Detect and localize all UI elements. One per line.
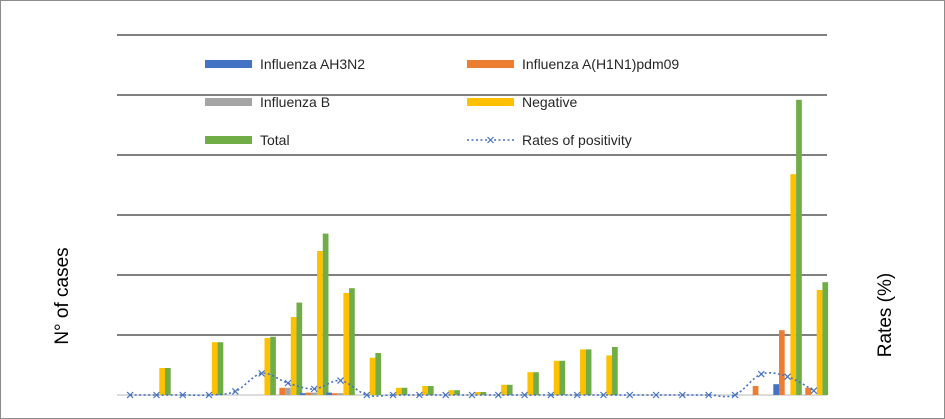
positivity-marker bbox=[153, 391, 160, 399]
bar-total bbox=[401, 387, 408, 395]
bar-total bbox=[349, 288, 355, 395]
bar-total bbox=[796, 99, 802, 396]
bar-influenza-b bbox=[337, 393, 344, 395]
legend-swatch-total bbox=[205, 136, 252, 144]
legend-swatch-influenza-a-h1n1-pdm09 bbox=[467, 60, 514, 68]
bar-total bbox=[506, 384, 513, 395]
positivity-marker bbox=[179, 391, 187, 399]
legend-swatch-influenza-ah3n2 bbox=[205, 60, 252, 68]
grid-lines bbox=[117, 34, 827, 396]
positivity-marker bbox=[678, 391, 686, 399]
bar-negative bbox=[422, 386, 428, 395]
bar-negative bbox=[501, 384, 507, 395]
bar-total bbox=[427, 386, 434, 395]
positivity-marker bbox=[547, 391, 555, 399]
bar-total bbox=[585, 349, 592, 395]
legend-label-influenza-b: Influenza B bbox=[260, 94, 330, 110]
bar-negative bbox=[317, 251, 323, 395]
positivity-marker bbox=[468, 391, 476, 399]
positivity-marker bbox=[205, 391, 213, 399]
bar-negative bbox=[580, 349, 586, 395]
positivity-marker bbox=[389, 391, 397, 399]
bar-total bbox=[270, 336, 276, 395]
bar-influenza-ah3n2 bbox=[326, 392, 332, 395]
y2-axis-title: Rates (%) bbox=[875, 273, 896, 357]
bar-negative bbox=[211, 342, 218, 395]
positivity-marker bbox=[626, 391, 634, 399]
bar-negative bbox=[816, 290, 823, 395]
legend-label-influenza-ah3n2: Influenza AH3N2 bbox=[260, 56, 365, 72]
legend-label-rates-of-positivity: Rates of positivity bbox=[522, 132, 632, 148]
bar-total bbox=[164, 368, 171, 395]
bar-influenza-ah3n2 bbox=[299, 393, 306, 395]
legend-label-negative: Negative bbox=[522, 94, 577, 110]
bar-negative bbox=[395, 387, 402, 395]
positivity-marker bbox=[363, 391, 371, 399]
bar-negative bbox=[290, 317, 297, 395]
positivity-marker bbox=[573, 391, 581, 399]
bar-total bbox=[454, 390, 460, 395]
positivity-marker bbox=[731, 391, 739, 399]
positivity-marker bbox=[810, 387, 818, 395]
legend-swatch-negative bbox=[467, 98, 514, 106]
bar-influenza-a-h1n1-pdm09 bbox=[805, 387, 811, 395]
bar-influenza-ah3n2 bbox=[773, 384, 780, 395]
bar-negative bbox=[474, 392, 481, 395]
positivity-marker bbox=[284, 379, 292, 387]
legend: Influenza AH3N2 Influenza A(H1N1)pdm09 Inf… bbox=[205, 56, 679, 148]
legend-marker-rates-of-positivity bbox=[487, 136, 494, 144]
bar-total bbox=[559, 360, 566, 395]
positivity-marker bbox=[310, 385, 318, 393]
bar-total bbox=[533, 372, 539, 395]
positivity-marker bbox=[126, 391, 134, 399]
positivity-marker bbox=[415, 391, 423, 399]
bar-negative bbox=[159, 368, 165, 395]
bar-negative bbox=[606, 355, 613, 395]
bar-negative bbox=[553, 360, 560, 395]
bar-total bbox=[322, 233, 329, 395]
bar-influenza-b bbox=[285, 387, 291, 395]
positivity-marker bbox=[258, 369, 266, 377]
bar-influenza-a-h1n1-pdm09 bbox=[279, 387, 286, 395]
positivity-line bbox=[126, 369, 818, 399]
legend-label-total: Total bbox=[260, 132, 290, 148]
positivity-marker bbox=[442, 391, 450, 399]
bar-series bbox=[159, 99, 829, 396]
bar-negative bbox=[448, 390, 455, 395]
bar-influenza-a-h1n1-pdm09 bbox=[331, 393, 338, 395]
bar-influenza-b bbox=[311, 392, 318, 395]
legend-swatch-influenza-b bbox=[205, 98, 252, 106]
bar-negative bbox=[343, 293, 350, 395]
bar-negative bbox=[790, 174, 797, 395]
y-axis-title: N° of cases bbox=[52, 247, 73, 344]
positivity-marker bbox=[757, 370, 765, 378]
bar-influenza-a-h1n1-pdm09 bbox=[779, 330, 785, 395]
positivity-marker bbox=[337, 377, 344, 385]
positivity-marker bbox=[784, 373, 791, 381]
bar-total bbox=[296, 302, 303, 395]
positivity-marker bbox=[652, 391, 660, 399]
bar-total bbox=[217, 342, 224, 395]
positivity-marker bbox=[600, 391, 607, 399]
bar-total bbox=[480, 392, 487, 395]
bar-total bbox=[612, 347, 618, 395]
bar-influenza-a-h1n1-pdm09 bbox=[305, 392, 312, 395]
bar-negative bbox=[527, 372, 534, 395]
bar-total bbox=[375, 353, 382, 395]
positivity-marker bbox=[521, 391, 529, 399]
bar-total bbox=[822, 282, 829, 395]
bar-negative bbox=[264, 338, 271, 395]
positivity-marker bbox=[494, 391, 502, 399]
bar-influenza-a-h1n1-pdm09 bbox=[752, 386, 759, 395]
positivity-marker bbox=[231, 387, 239, 395]
legend-label-influenza-a-h1n1-pdm09: Influenza A(H1N1)pdm09 bbox=[522, 56, 679, 72]
positivity-marker bbox=[705, 391, 713, 399]
bar-negative bbox=[369, 357, 376, 395]
